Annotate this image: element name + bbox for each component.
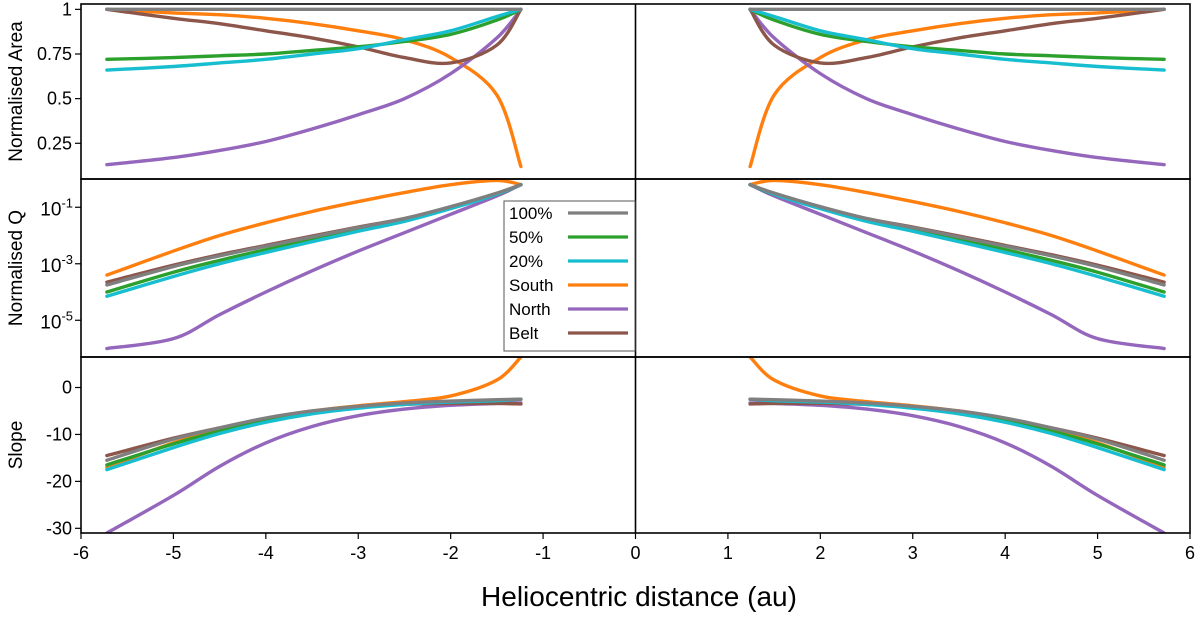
xtick-label-5: -1 — [535, 543, 551, 563]
series-line-slope-100pct-left — [105, 397, 523, 462]
xtick-label-1: -5 — [165, 543, 181, 563]
series-line-area-20pct-left — [105, 7, 523, 72]
xtick-label-0: -6 — [73, 543, 89, 563]
ytick-label-area-3: 0.25 — [37, 133, 72, 153]
legend-box — [503, 200, 636, 352]
xtick-label-2: -4 — [258, 543, 274, 563]
legend-label-3: South — [509, 276, 553, 295]
series-line-q-20pct-left — [105, 182, 523, 298]
xtick-label-3: -3 — [350, 543, 366, 563]
ytick-label-area-0: 1 — [62, 0, 72, 19]
legend-label-0: 100% — [509, 204, 552, 223]
legend-label-4: North — [509, 300, 551, 319]
series-line-slope-north-left — [105, 401, 523, 533]
series-line-q-north-left — [105, 182, 523, 351]
ytick-label-area-2: 0.5 — [47, 89, 72, 109]
series-line-q-south-right — [748, 179, 1166, 277]
ytick-label-slope-3: -30 — [46, 518, 72, 538]
xtick-label-7: 1 — [723, 543, 733, 563]
series-line-q-50pct-left — [105, 182, 523, 294]
series-line-q-south-left — [105, 179, 523, 277]
legend: 100% 50% 20% South North Belt — [503, 200, 636, 352]
ytick-label-q-2: 10-5 — [40, 308, 73, 333]
legend-label-2: 20% — [509, 252, 543, 271]
legend-label-5: Belt — [509, 324, 539, 343]
ylabel-q: Normalised Q — [6, 210, 27, 326]
panel-q-curves — [105, 179, 1166, 351]
series-line-area-south-right — [748, 7, 1166, 169]
series-line-area-50pct-left — [105, 7, 523, 62]
xtick-label-11: 5 — [1093, 543, 1103, 563]
series-line-area-belt-right — [748, 7, 1166, 66]
series-line-slope-north-right — [748, 401, 1166, 533]
panel-slope-curves — [105, 357, 1166, 533]
series-line-area-south-left — [105, 7, 523, 169]
x-axis-title: Heliocentric distance (au) — [481, 581, 797, 612]
xtick-label-8: 2 — [815, 543, 825, 563]
legend-label-1: 50% — [509, 228, 543, 247]
series-line-q-20pct-right — [748, 182, 1166, 298]
panel-area-curves — [105, 7, 1166, 169]
ytick-label-slope-1: -10 — [46, 424, 72, 444]
series-line-q-north-right — [748, 182, 1166, 351]
ytick-label-slope-2: -20 — [46, 471, 72, 491]
ytick-label-area-1: 0.75 — [37, 44, 72, 64]
series-line-slope-100pct-right — [748, 397, 1166, 462]
legend-entries: 100% 50% 20% South North Belt — [509, 204, 628, 343]
frames-layer — [75, 3, 1191, 539]
series-line-area-belt-left — [105, 7, 523, 66]
xtick-label-9: 3 — [908, 543, 918, 563]
ytick-label-q-1: 10-3 — [40, 252, 73, 277]
curves-layer — [105, 7, 1166, 533]
ytick-label-q-0: 10-1 — [40, 195, 73, 220]
ylabel-area: Normalised Area — [6, 21, 27, 162]
series-line-area-50pct-right — [748, 7, 1166, 62]
series-line-q-50pct-right — [748, 182, 1166, 294]
xtick-label-4: -2 — [443, 543, 459, 563]
xtick-label-12: 6 — [1185, 543, 1195, 563]
ytick-label-slope-0: 0 — [62, 378, 72, 398]
series-line-q-100pct-left — [105, 182, 523, 287]
xtick-label-6: 0 — [630, 543, 640, 563]
xtick-label-10: 4 — [1000, 543, 1010, 563]
series-line-area-20pct-right — [748, 7, 1166, 72]
ylabel-slope: Slope — [6, 421, 27, 470]
series-line-q-100pct-right — [748, 182, 1166, 287]
